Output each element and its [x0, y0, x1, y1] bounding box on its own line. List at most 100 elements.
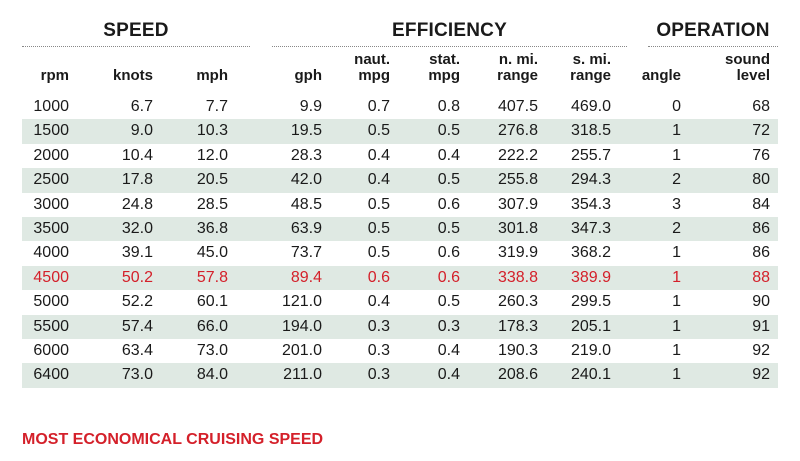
- cell-rpm: 4500: [33, 268, 69, 286]
- cell-naut-range: 319.9: [497, 244, 538, 262]
- cell-knots: 10.4: [121, 146, 153, 164]
- cell-naut-mpg: 0.6: [367, 268, 390, 286]
- cell-sound-level: 90: [752, 293, 770, 311]
- cell-angle: 1: [672, 341, 681, 359]
- table-row: 2000 10.4 12.0 28.3 0.4 0.4 222.2 255.7 1 76: [22, 144, 778, 168]
- column-header-line2: level: [736, 67, 770, 84]
- cell-stat-mpg: 0.4: [437, 341, 460, 359]
- table-row: 4500 50.2 57.8 89.4 0.6 0.6 338.8 389.9 1 88: [22, 265, 778, 291]
- cell-stat-range: 347.3: [570, 219, 611, 237]
- cell-naut-range: 260.3: [497, 293, 538, 311]
- column-header-stat-range: s. mi. range: [531, 52, 611, 84]
- column-header-line2: mpg: [428, 67, 460, 84]
- cell-stat-mpg: 0.6: [437, 195, 460, 213]
- cell-mph: 12.0: [196, 146, 228, 164]
- cell-stat-mpg: 0.8: [437, 98, 460, 115]
- cell-rpm: 5500: [33, 317, 69, 335]
- cell-stat-mpg: 0.4: [437, 146, 460, 164]
- cell-naut-mpg: 0.3: [367, 366, 390, 384]
- cell-stat-range: 299.5: [570, 293, 611, 311]
- table-row: 3500 32.0 36.8 63.9 0.5 0.5 301.8 347.3 2 86: [22, 216, 778, 242]
- column-header-line2: angle: [641, 67, 681, 84]
- cell-angle: 1: [672, 146, 681, 164]
- cell-naut-range: 276.8: [497, 122, 538, 140]
- group-rule-operation: [648, 46, 778, 47]
- cell-stat-range: 240.1: [570, 366, 611, 384]
- group-rule-speed: [22, 46, 250, 47]
- cell-naut-range: 255.8: [497, 171, 538, 189]
- column-header-stat-mpg: stat. mpg: [380, 52, 460, 84]
- cell-rpm: 3000: [33, 195, 69, 213]
- table-row: 6400 73.0 84.0 211.0 0.3 0.4 208.6 240.1 1 92: [22, 363, 778, 388]
- table-row: 4000 39.1 45.0 73.7 0.5 0.6 319.9 368.2 1 86: [22, 241, 778, 265]
- cell-knots: 9.0: [130, 122, 153, 140]
- cell-angle: 1: [672, 317, 681, 335]
- cell-sound-level: 92: [752, 341, 770, 359]
- cell-stat-mpg: 0.3: [437, 317, 460, 335]
- cell-naut-mpg: 0.5: [367, 219, 390, 237]
- cell-stat-range: 318.5: [570, 122, 611, 140]
- column-header-line1: sound: [725, 51, 770, 68]
- table-row: 1000 6.7 7.7 9.9 0.7 0.8 407.5 469.0 0 68: [22, 95, 778, 119]
- cell-gph: 201.0: [281, 341, 322, 359]
- cell-angle: 2: [672, 219, 681, 237]
- cell-naut-mpg: 0.4: [367, 146, 390, 164]
- column-header-naut-range: n. mi. range: [458, 52, 538, 84]
- cell-naut-mpg: 0.5: [367, 244, 390, 262]
- cell-gph: 89.4: [290, 268, 322, 286]
- table-row: 3000 24.8 28.5 48.5 0.5 0.6 307.9 354.3 3 84: [22, 193, 778, 217]
- cell-stat-mpg: 0.6: [437, 244, 460, 262]
- cell-angle: 3: [672, 195, 681, 213]
- cell-gph: 48.5: [290, 195, 322, 213]
- cell-knots: 52.2: [121, 293, 153, 311]
- cell-sound-level: 80: [752, 171, 770, 189]
- cell-mph: 73.0: [196, 341, 228, 359]
- cell-naut-mpg: 0.5: [367, 122, 390, 140]
- column-header-line1: [73, 52, 153, 68]
- column-header-line2: rpm: [40, 67, 69, 84]
- cell-knots: 57.4: [121, 317, 153, 335]
- cell-stat-mpg: 0.6: [437, 268, 460, 286]
- cell-rpm: 3500: [33, 219, 69, 237]
- cell-stat-mpg: 0.5: [437, 122, 460, 140]
- table-row: 5500 57.4 66.0 194.0 0.3 0.3 178.3 205.1 1 91: [22, 314, 778, 339]
- column-header-angle: angle: [601, 52, 681, 84]
- column-header-line2: mph: [196, 67, 228, 84]
- performance-table: 1000 6.7 7.7 9.9 0.7 0.8 407.5 469.0 0 68 1500 9.0 1…: [22, 95, 778, 388]
- cell-angle: 0: [672, 98, 681, 115]
- cell-rpm: 6400: [33, 366, 69, 384]
- cell-naut-mpg: 0.3: [367, 317, 390, 335]
- cell-naut-mpg: 0.3: [367, 341, 390, 359]
- cell-rpm: 1000: [33, 98, 69, 115]
- cell-naut-mpg: 0.4: [367, 293, 390, 311]
- cell-mph: 84.0: [196, 366, 228, 384]
- cell-mph: 66.0: [196, 317, 228, 335]
- column-header-line2: knots: [112, 67, 153, 84]
- column-header-line1: n. mi.: [498, 51, 538, 68]
- cell-rpm: 4000: [33, 244, 69, 262]
- cell-mph: 20.5: [196, 171, 228, 189]
- cell-mph: 28.5: [196, 195, 228, 213]
- cell-sound-level: 84: [752, 195, 770, 213]
- cell-naut-range: 338.8: [497, 268, 538, 286]
- cell-naut-range: 407.5: [497, 98, 538, 115]
- cell-stat-range: 469.0: [570, 98, 611, 115]
- cell-gph: 28.3: [290, 146, 322, 164]
- cell-rpm: 5000: [33, 293, 69, 311]
- cell-knots: 39.1: [121, 244, 153, 262]
- table-row: 6000 63.4 73.0 201.0 0.3 0.4 190.3 219.0 1 92: [22, 339, 778, 363]
- cell-rpm: 2500: [33, 171, 69, 189]
- column-header-line1: [148, 52, 228, 68]
- cell-knots: 24.8: [121, 195, 153, 213]
- cell-stat-mpg: 0.5: [437, 171, 460, 189]
- cell-sound-level: 72: [752, 122, 770, 140]
- column-header-gph: gph: [242, 52, 323, 84]
- column-header-line2: range: [570, 67, 611, 84]
- cell-gph: 121.0: [281, 293, 322, 311]
- cell-knots: 50.2: [121, 268, 153, 286]
- cell-naut-mpg: 0.5: [367, 195, 390, 213]
- cell-stat-range: 219.0: [570, 341, 611, 359]
- column-header-naut-mpg: naut. mpg: [310, 52, 390, 84]
- cell-knots: 73.0: [121, 366, 153, 384]
- cell-knots: 63.4: [121, 341, 153, 359]
